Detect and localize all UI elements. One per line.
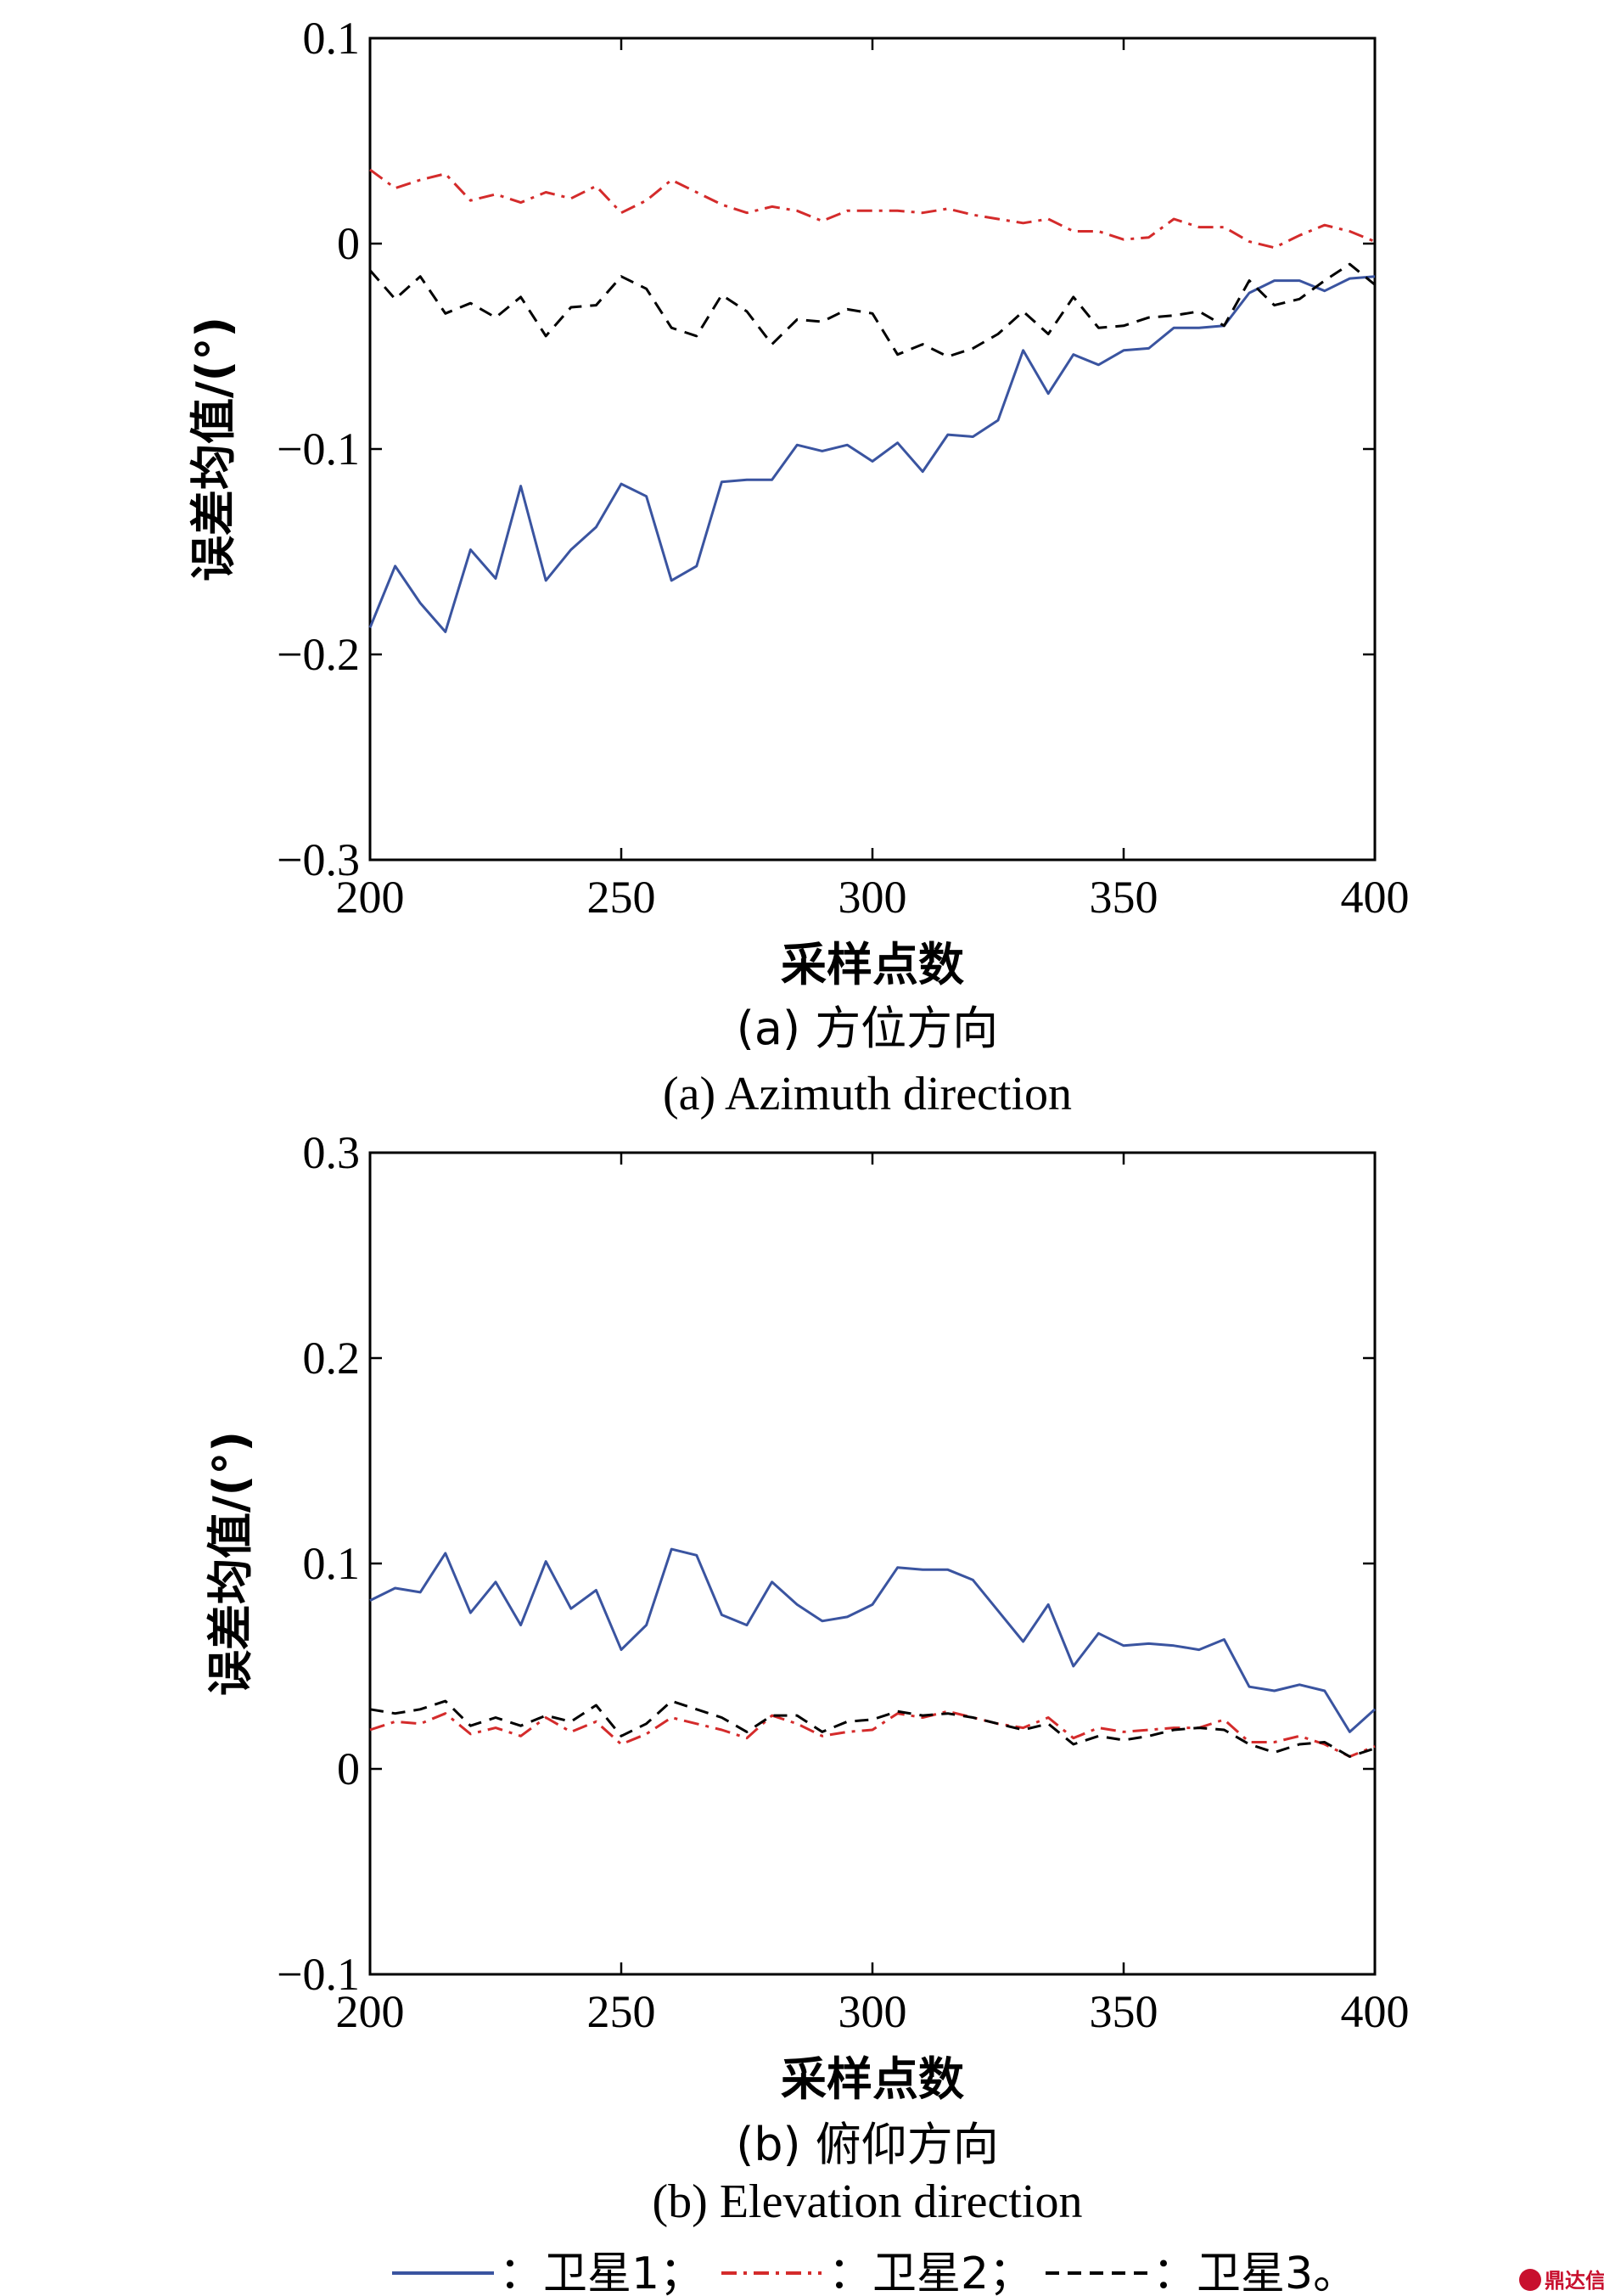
y-axis-title-azimuth: 误差均值/(°)	[187, 317, 240, 581]
x-tick-label: 250	[587, 872, 656, 923]
x-tick-label: 400	[1341, 872, 1410, 923]
series-group-azimuth	[368, 168, 1376, 633]
watermark: 鼎达信	[1519, 2269, 1604, 2293]
plot-frame-elevation	[368, 1151, 1377, 1976]
x-tick-label: 200	[336, 1986, 405, 2037]
y-tick-label: 0	[337, 1743, 360, 1794]
watermark-text: 鼎达信	[1545, 2269, 1604, 2293]
chart-subtitle-azimuth: (a) Azimuth direction	[663, 1068, 1072, 1120]
y-tick-label: 0.1	[303, 13, 361, 64]
x-tick-label: 300	[838, 1986, 907, 2037]
y-ticks-elevation: 0.3 0.2 0.1 0 −0.1	[277, 1127, 1375, 2000]
legend-label-satellite-1: ：卫星1；	[499, 2248, 704, 2296]
chart-title-elevation: (b) 俯仰方向	[736, 2118, 999, 2171]
y-tick-label: −0.1	[277, 1949, 360, 2000]
y-tick-label: −0.2	[277, 629, 360, 680]
legend-label-satellite-3: ：卫星3。	[1153, 2248, 1357, 2296]
legend-label-satellite-2: ：卫星2；	[828, 2248, 1033, 2296]
x-ticks-elevation: 200 250 300 350 400	[336, 1153, 1410, 2037]
y-tick-label: −0.3	[277, 834, 360, 885]
x-ticks-azimuth: 200 250 300 350 400	[336, 38, 1410, 923]
series-line-satellite-1-azimuth	[368, 275, 1376, 633]
x-axis-title-elevation: 采样点数	[781, 2052, 964, 2106]
chart-title-azimuth: (a) 方位方向	[737, 1002, 998, 1055]
series-line-satellite-2-elevation	[369, 1709, 1376, 1758]
series-line-satellite-1-elevation	[369, 1547, 1377, 1733]
x-axis-title-azimuth: 采样点数	[781, 938, 964, 991]
y-tick-label: 0.2	[303, 1333, 361, 1384]
y-tick-label: 0	[337, 218, 360, 269]
y-axis-title-elevation: 误差均值/(°)	[204, 1431, 257, 1696]
y-tick-label: 0.1	[303, 1538, 361, 1589]
x-tick-label: 300	[838, 872, 907, 923]
y-tick-label: 0.3	[303, 1127, 361, 1178]
series-line-satellite-3-elevation	[369, 1699, 1376, 1758]
x-tick-label: 400	[1341, 1986, 1410, 2037]
y-ticks-azimuth: 0.1 0 −0.1 −0.2 −0.3	[277, 13, 1375, 885]
x-tick-label: 350	[1090, 1986, 1158, 2037]
series-group-elevation	[369, 1547, 1377, 1758]
legend: ：卫星1； ：卫星2； ：卫星3。	[392, 2248, 1357, 2296]
series-line-satellite-3-azimuth	[368, 262, 1376, 358]
x-tick-label: 350	[1090, 872, 1158, 923]
y-tick-label: −0.1	[277, 424, 360, 474]
series-line-satellite-2-azimuth	[369, 168, 1376, 250]
watermark-logo-icon	[1519, 2269, 1541, 2291]
plot-frame-azimuth	[368, 36, 1377, 862]
chart-subtitle-elevation: (b) Elevation direction	[653, 2175, 1083, 2228]
x-tick-label: 250	[587, 1986, 656, 2037]
chart-azimuth: 0.1 0 −0.1 −0.2 −0.3 200 250 300 350 400 采样点数 误差…	[187, 13, 1410, 1120]
chart-elevation: 0.3 0.2 0.1 0 −0.1 200 250 300 350 400 采样点数 误差均值…	[204, 1127, 1410, 2228]
x-tick-label: 200	[336, 872, 405, 923]
